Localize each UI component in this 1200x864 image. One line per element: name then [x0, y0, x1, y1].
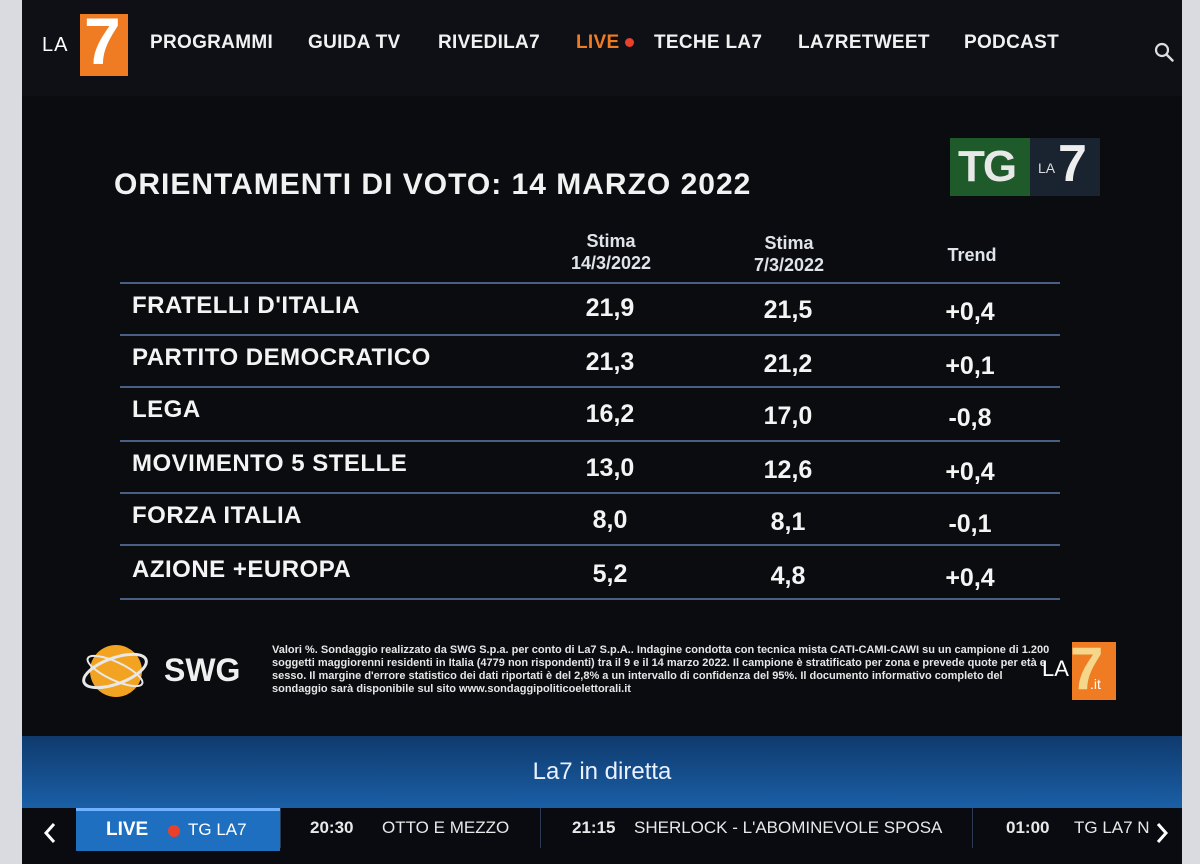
value-trend: +0,4 [945, 564, 995, 592]
value-previous: 4,8 [770, 562, 806, 590]
swg-logo: SWG [80, 636, 260, 708]
live-now-item[interactable]: LIVE TG LA7 [76, 808, 280, 851]
value-previous: 21,2 [763, 350, 813, 378]
nav-podcast[interactable]: PODCAST [964, 32, 1059, 53]
table-rule [120, 386, 1060, 388]
table-rule [120, 334, 1060, 336]
party-name: PARTITO DEMOCRATICO [132, 344, 431, 371]
nav-live[interactable]: LIVE [576, 32, 635, 54]
schedule-divider [540, 808, 541, 848]
column-header-trend: Trend [947, 245, 997, 265]
nav-guida-tv[interactable]: GUIDA TV [308, 32, 401, 53]
table-rule [120, 544, 1060, 546]
la7-it-logo-la: LA [1042, 656, 1069, 681]
schedule-divider [972, 808, 973, 848]
value-trend: -0,8 [948, 404, 992, 432]
nav-rivedila7[interactable]: RIVEDILA7 [438, 32, 540, 53]
value-trend: -0,1 [948, 510, 992, 538]
nav-la7retweet[interactable]: LA7RETWEET [798, 32, 930, 53]
party-name: FORZA ITALIA [132, 502, 302, 529]
chevron-right-icon[interactable] [1152, 818, 1172, 848]
value-trend: +0,4 [945, 458, 995, 486]
tg-badge-green: TG [950, 138, 1030, 196]
poll-title: ORIENTAMENTI DI VOTO: 14 MARZO 2022 [114, 168, 752, 201]
la7-it-logo: LA 7 .it [1042, 635, 1118, 702]
nav-live-label: LIVE [576, 32, 620, 53]
live-strip-header: La7 in diretta [22, 736, 1182, 808]
schedule-slot-time[interactable]: 20:30 [310, 818, 354, 837]
top-navigation: LA 7 PROGRAMMI GUIDA TV RIVEDILA7 LIVE T… [22, 0, 1182, 96]
tg-badge-seven: 7 [1058, 135, 1087, 193]
tg-badge-text: TG [958, 142, 1017, 191]
schedule-slot-program[interactable]: SHERLOCK - L'ABOMINEVOLE SPOSA [634, 818, 943, 837]
table-rule [120, 598, 1060, 600]
party-name: MOVIMENTO 5 STELLE [132, 450, 408, 477]
schedule-slot-program[interactable]: OTTO E MEZZO [382, 818, 510, 837]
value-current: 5,2 [592, 560, 628, 588]
value-trend: +0,4 [945, 298, 995, 326]
column-header-previous-line2: 7/3/2022 [753, 255, 825, 275]
poll-methodology-note: Valori %. Sondaggio realizzato da SWG S.… [272, 644, 1050, 695]
la7-it-logo-seven: 7 [1070, 635, 1104, 702]
live-dot-icon [168, 825, 180, 837]
live-now-program: TG LA7 [188, 820, 247, 839]
column-header-current-line2: 14/3/2022 [570, 253, 652, 273]
party-name: AZIONE +EUROPA [132, 556, 352, 583]
value-previous: 17,0 [763, 402, 813, 430]
live-dot-icon [625, 38, 635, 48]
nav-programmi[interactable]: PROGRAMMI [150, 32, 274, 53]
schedule-bar: LIVE TG LA7 20:30 OTTO E MEZZO 21:15 SHE… [22, 808, 1182, 864]
schedule-slot-time[interactable]: 01:00 [1006, 818, 1050, 837]
value-previous: 21,5 [763, 296, 813, 324]
schedule-divider [280, 808, 281, 848]
tg-badge-la7: LA 7 [1030, 135, 1100, 196]
search-icon[interactable] [1154, 42, 1174, 62]
swg-globe-icon [82, 645, 148, 697]
live-now-label: LIVE [106, 819, 149, 840]
schedule-slot-program[interactable]: TG LA7 N [1074, 818, 1150, 837]
value-current: 8,0 [592, 506, 628, 534]
logo-orange-box [80, 14, 128, 76]
value-current: 21,3 [585, 348, 635, 376]
logo-seven: 7 [84, 4, 121, 78]
la7-it-logo-box [1072, 642, 1116, 700]
value-previous: 8,1 [770, 508, 806, 536]
column-header-previous-line1: Stima [764, 233, 814, 253]
value-current: 13,0 [585, 454, 635, 482]
logo-text: LA [42, 34, 69, 56]
tv-screen: LA 7 PROGRAMMI GUIDA TV RIVEDILA7 LIVE T… [22, 0, 1182, 864]
table-rule [120, 492, 1060, 494]
chevron-left-icon[interactable] [40, 818, 60, 848]
value-current: 21,9 [585, 294, 635, 322]
column-header-current-line1: Stima [586, 231, 636, 251]
poll-board: TG LA 7 ORIENTAMENTI DI VOTO: 14 MARZO 2… [22, 96, 1182, 736]
value-trend: +0,1 [945, 352, 995, 380]
swg-logo-text: SWG [164, 652, 241, 688]
la7-it-logo-suffix: .it [1090, 676, 1101, 692]
value-previous: 12,6 [763, 456, 813, 484]
table-rule [120, 282, 1060, 284]
tg-la7-badge: TG LA 7 [950, 135, 1100, 196]
party-name: FRATELLI D'ITALIA [132, 292, 360, 319]
column-header-previous: Stima 7/3/2022 [724, 232, 854, 276]
value-current: 16,2 [585, 400, 635, 428]
party-name: LEGA [132, 396, 201, 423]
la7-logo[interactable]: LA 7 [42, 6, 132, 76]
column-header-current: Stima 14/3/2022 [546, 230, 676, 274]
table-rule [120, 440, 1060, 442]
schedule-slot-time[interactable]: 21:15 [572, 818, 616, 837]
nav-teche-la7[interactable]: TECHE LA7 [654, 32, 763, 53]
live-strip-title: La7 in diretta [532, 758, 672, 785]
tg-badge-la: LA [1038, 160, 1056, 176]
